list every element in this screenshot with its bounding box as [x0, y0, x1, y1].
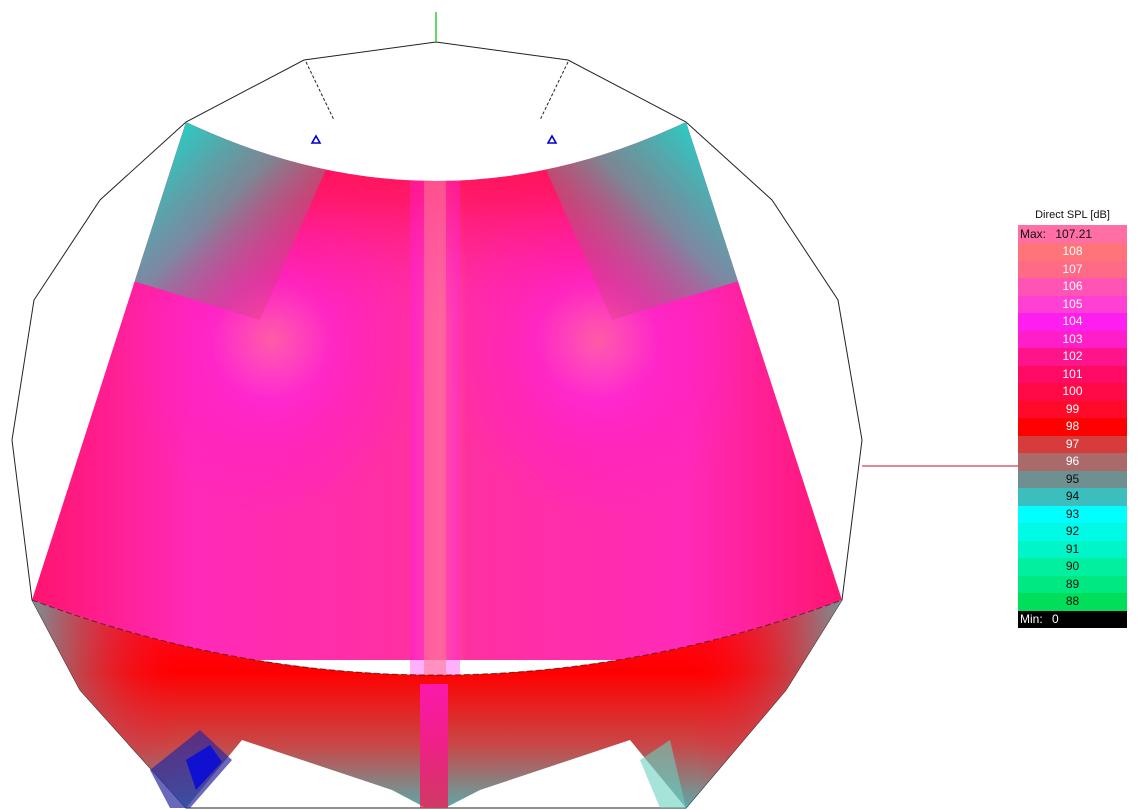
- legend-level: 98: [1018, 418, 1127, 436]
- legend-min-value: 0: [1052, 611, 1059, 626]
- legend-level: 108: [1018, 243, 1127, 261]
- legend-title: Direct SPL [dB]: [1035, 209, 1110, 221]
- right-speaker-icon: [546, 134, 558, 144]
- legend-level: 99: [1018, 400, 1127, 418]
- stage-markers: [305, 12, 569, 144]
- legend-level: 92: [1018, 523, 1127, 541]
- legend-level: 106: [1018, 278, 1127, 296]
- legend-level: 88: [1018, 593, 1127, 611]
- legend-level: 102: [1018, 348, 1127, 366]
- left-speaker-icon: [310, 134, 322, 144]
- legend-level: 93: [1018, 505, 1127, 523]
- legend-level: 105: [1018, 295, 1127, 313]
- lower-seating-field: [31, 599, 843, 808]
- legend-level: 90: [1018, 558, 1127, 576]
- legend-max-label: Max:: [1020, 227, 1047, 241]
- legend-level: 101: [1018, 365, 1127, 383]
- legend-level: 95: [1018, 470, 1127, 488]
- legend-max-value: 107.21: [1055, 227, 1093, 241]
- legend-level: 97: [1018, 435, 1127, 453]
- left-speaker-aim-line: [305, 61, 335, 121]
- legend-levels: 108 107 106 105 104 103 102 101 100 99 98 97 96 95 94 9…: [1018, 243, 1127, 611]
- legend-level: 107: [1018, 260, 1127, 278]
- right-speaker-aim-line: [539, 61, 569, 121]
- legend-min: Min: 0: [1018, 610, 1127, 628]
- legend-level: 89: [1018, 575, 1127, 593]
- legend-level: 104: [1018, 313, 1127, 331]
- legend-level: 100: [1018, 383, 1127, 401]
- color-legend: Direct SPL [dB] Max: 107.21 108 107 106 105…: [1018, 206, 1127, 628]
- main-seating-field: [32, 122, 842, 675]
- legend-level: 103: [1018, 330, 1127, 348]
- legend-level: 96: [1018, 453, 1127, 471]
- legend-level: 94: [1018, 488, 1127, 506]
- legend-level: 91: [1018, 540, 1127, 558]
- legend-max: Max: 107.21: [1018, 225, 1127, 243]
- legend-min-label: Min:: [1020, 611, 1043, 626]
